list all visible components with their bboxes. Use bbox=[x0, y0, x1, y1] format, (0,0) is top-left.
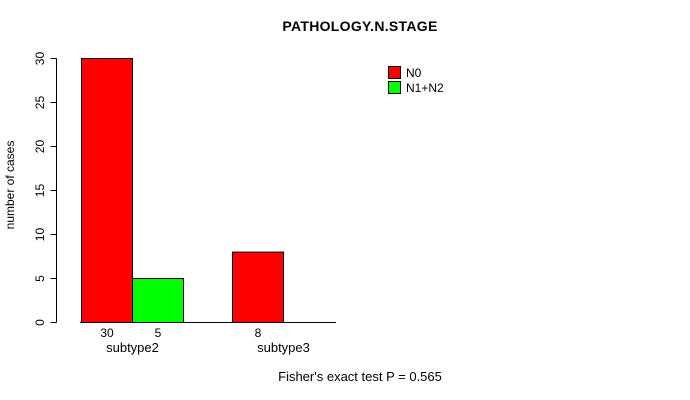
y-tick-label: 25 bbox=[33, 96, 47, 110]
bar-n0-subtype2 bbox=[81, 58, 133, 323]
y-tick-label: 20 bbox=[33, 140, 47, 154]
category-label-subtype3: subtype3 bbox=[257, 340, 310, 355]
bar-n1n2-subtype2 bbox=[132, 278, 184, 323]
legend-item: N0 bbox=[388, 66, 444, 79]
legend-label: N0 bbox=[406, 65, 422, 80]
legend-swatch-icon bbox=[388, 66, 401, 79]
legend-swatch-icon bbox=[388, 81, 401, 94]
bar-n0-subtype3 bbox=[232, 251, 284, 324]
legend: N0 N1+N2 bbox=[388, 66, 444, 96]
bar-value-label: 8 bbox=[255, 326, 262, 340]
annotation-text: Fisher's exact test P = 0.565 bbox=[278, 369, 442, 384]
legend-item: N1+N2 bbox=[388, 81, 444, 94]
y-tick-label: 10 bbox=[33, 228, 47, 242]
bar-value-label: 5 bbox=[155, 326, 162, 340]
y-tick-label: 5 bbox=[33, 275, 47, 282]
bar-value-label: 30 bbox=[100, 326, 114, 340]
legend-label: N1+N2 bbox=[406, 80, 444, 95]
y-tick-label: 0 bbox=[33, 319, 47, 326]
y-tick-label: 30 bbox=[33, 52, 47, 66]
y-tick-label: 15 bbox=[33, 184, 47, 198]
chart-title: PATHOLOGY.N.STAGE bbox=[282, 18, 438, 34]
category-label-subtype2: subtype2 bbox=[106, 340, 159, 355]
